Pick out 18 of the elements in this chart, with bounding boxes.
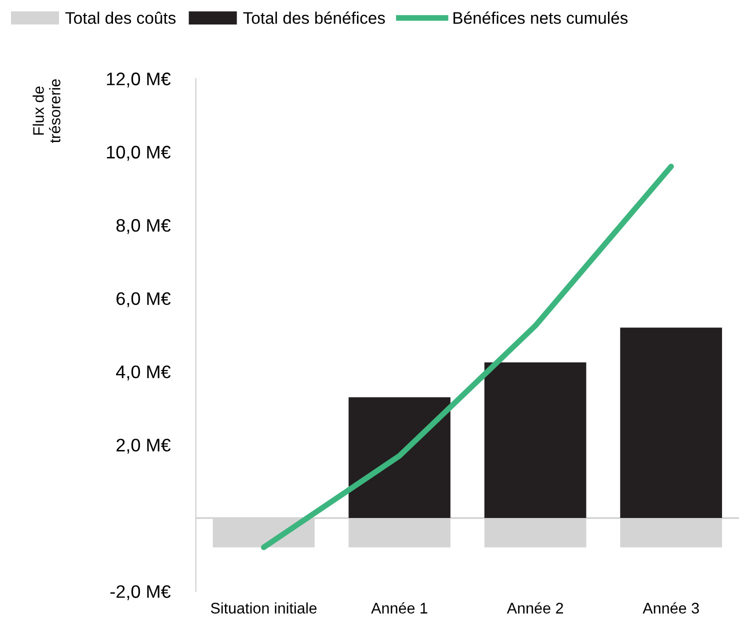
legend-label: Total des bénéfices — [243, 11, 385, 24]
x-tick-label: Année 3 — [642, 602, 699, 614]
y-tick-label: 8,0 M€ — [116, 219, 171, 234]
y-tick-label: -2,0 M€ — [110, 585, 171, 600]
legend-label: Total des coûts — [65, 12, 176, 24]
y-axis-title: Flux de trésorerie — [32, 79, 60, 143]
legend-label: Bénéfices nets cumulés — [454, 11, 628, 24]
bar — [620, 328, 722, 518]
y-tick-label: 12,0 M€ — [106, 72, 171, 88]
x-tick-label: Année 2 — [506, 602, 564, 614]
y-tick-label: 6,0 M€ — [116, 292, 171, 308]
y-tick-label: 2,0 M€ — [116, 438, 171, 454]
bar — [348, 397, 450, 518]
bar — [484, 362, 586, 518]
x-tick-label: Année 1 — [371, 602, 428, 614]
y-tick-label: 4,0 M€ — [116, 365, 171, 380]
x-tick-label: Situation initiale — [210, 602, 317, 614]
y-tick-label: 10,0 M€ — [106, 146, 171, 161]
